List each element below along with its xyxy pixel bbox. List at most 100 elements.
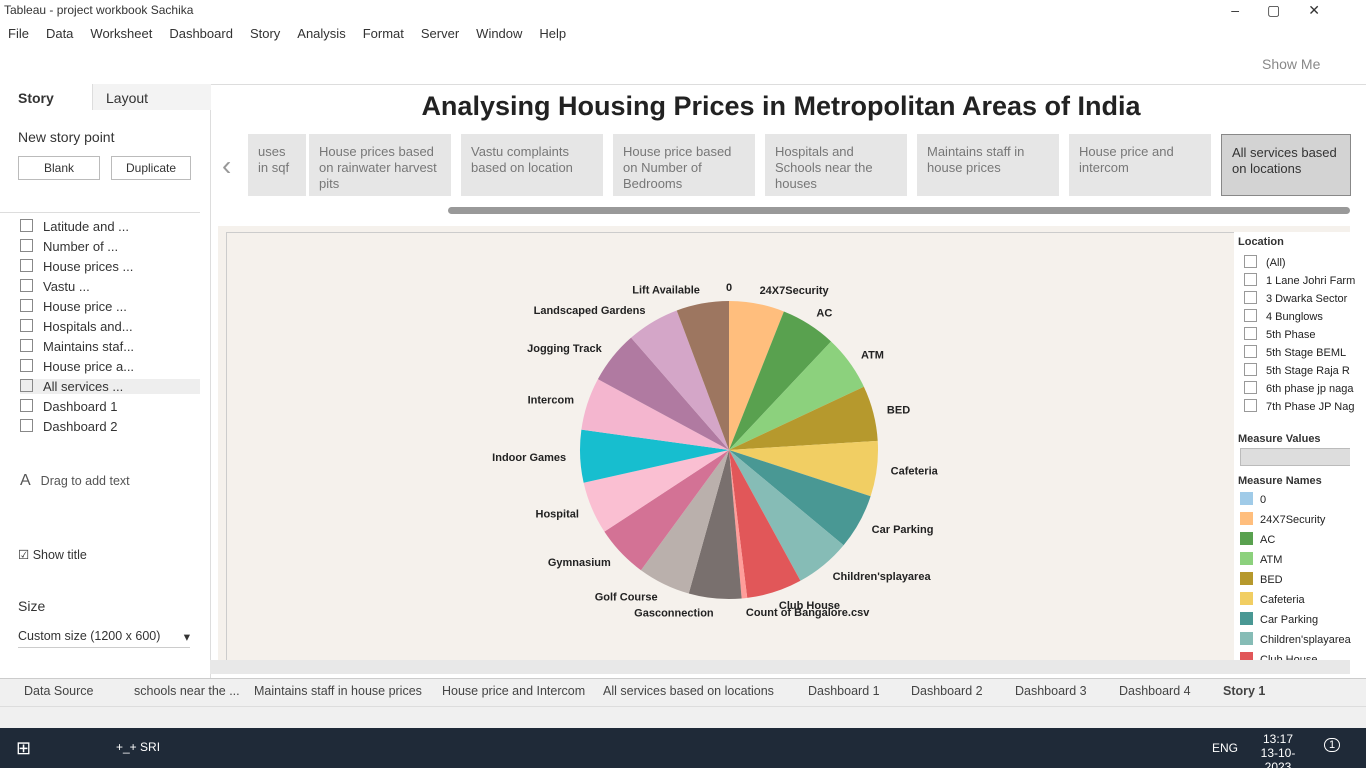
button[interactable]: Blank bbox=[18, 156, 100, 180]
location-filter[interactable]: 5th Stage BEML bbox=[1244, 345, 1346, 359]
prev-arrow[interactable]: ‹ bbox=[222, 150, 232, 181]
drag-text[interactable]: A Drag to add text bbox=[20, 472, 130, 489]
location-filter[interactable]: 7th Phase JP Nag bbox=[1244, 399, 1354, 413]
slice-label: 0 bbox=[726, 282, 732, 294]
user: +_+ SRI bbox=[116, 740, 161, 754]
pie-slice bbox=[729, 450, 871, 546]
show-title[interactable]: ☑ Show title bbox=[18, 548, 87, 562]
sheet-item[interactable]: House price ... bbox=[20, 299, 127, 314]
sheet-item[interactable]: Number of ... bbox=[20, 239, 118, 254]
story-point[interactable]: House prices based on rainwater harvest … bbox=[309, 134, 451, 196]
sheet-item[interactable]: Latitude and ... bbox=[20, 219, 129, 234]
slice-label: Gasconnection bbox=[634, 607, 714, 619]
taskbar: ⊞ +_+ SRI ENG 13:17 13-10-2023 1 bbox=[0, 728, 1366, 774]
legend-label: Car Parking bbox=[1260, 614, 1319, 626]
notifications[interactable]: 1 bbox=[1324, 738, 1341, 752]
heading: New story point bbox=[18, 129, 115, 145]
sheet-item[interactable]: House price a... bbox=[20, 359, 134, 374]
sheet-tab[interactable]: Data Source bbox=[24, 684, 94, 698]
sheet-tab[interactable]: House price and Intercom bbox=[442, 684, 586, 698]
show-me[interactable]: Show Me bbox=[1262, 56, 1321, 72]
slice-label: Indoor Games bbox=[492, 452, 566, 464]
sheet-item[interactable]: Dashboard 1 bbox=[20, 399, 117, 414]
window-title: Tableau - project workbook Sachika bbox=[4, 3, 194, 17]
heading: Size bbox=[18, 598, 46, 614]
sheet-item[interactable]: Dashboard 2 bbox=[20, 419, 117, 434]
start-button[interactable]: ⊞ bbox=[16, 738, 32, 758]
legend-title: Measure Values bbox=[1238, 433, 1321, 445]
window-controls[interactable]: –▢✕ bbox=[1231, 2, 1348, 18]
size-dropdown[interactable]: Custom size (1200 x 600) ▾ bbox=[18, 629, 190, 648]
menu-item[interactable]: Worksheet bbox=[90, 26, 153, 41]
legend-entry[interactable]: BED bbox=[1240, 572, 1283, 586]
button[interactable]: Duplicate bbox=[111, 156, 191, 180]
menu-bar: File Data Worksheet Dashboard Story Analysis F… bbox=[8, 26, 583, 41]
location-filter[interactable]: 6th phase jp naga bbox=[1244, 381, 1353, 395]
story-point[interactable]: All services based on locations bbox=[1221, 134, 1351, 196]
h-scrollbar[interactable] bbox=[210, 660, 1350, 674]
location-label: 7th Phase JP Nag bbox=[1266, 401, 1355, 413]
tab[interactable]: Story bbox=[18, 90, 54, 106]
legend-title: Location bbox=[1238, 236, 1284, 248]
legend-entry[interactable]: 24X7Security bbox=[1240, 512, 1325, 526]
story-point[interactable]: Hospitals and Schools near the houses bbox=[765, 134, 907, 196]
legend-label: 0 bbox=[1260, 494, 1267, 506]
sheet-item[interactable]: All services ... bbox=[20, 379, 200, 394]
legend-entry[interactable]: AC bbox=[1240, 532, 1275, 546]
story-point[interactable]: House price based on Number of Bedrooms bbox=[613, 134, 755, 196]
sheet-tab[interactable]: Dashboard 3 bbox=[1015, 684, 1087, 698]
sheet-tab[interactable]: Story 1 bbox=[1223, 684, 1266, 698]
legend-title: Measure Names bbox=[1238, 475, 1322, 487]
location-filter[interactable]: 5th Phase bbox=[1244, 327, 1316, 341]
pie-slice bbox=[729, 341, 864, 450]
pie-slice bbox=[729, 450, 748, 599]
location-filter[interactable]: 1 Lane Johri Farm bbox=[1244, 273, 1355, 287]
sheet-item[interactable]: House prices ... bbox=[20, 259, 133, 274]
legend-entry[interactable]: 0 bbox=[1240, 492, 1266, 506]
sheet-tab[interactable]: All services based on locations bbox=[603, 684, 774, 698]
location-filter[interactable]: (All) bbox=[1244, 255, 1286, 269]
slice-label: Intercom bbox=[528, 394, 575, 406]
story-point[interactable]: Maintains staff in house prices bbox=[917, 134, 1059, 196]
location-label: (All) bbox=[1266, 257, 1286, 269]
pie-chart: 0 24X7Security AC ATM BED Cafeteria Car Parkin… bbox=[492, 282, 938, 619]
story-point[interactable]: House price and intercom bbox=[1069, 134, 1211, 196]
tab[interactable]: Layout bbox=[106, 90, 149, 106]
menu-item[interactable]: Format bbox=[362, 26, 404, 41]
legend-label: ATM bbox=[1260, 554, 1283, 566]
menu-item[interactable]: Dashboard bbox=[169, 26, 233, 41]
story-title: Analysing Housing Prices in Metropolitan… bbox=[421, 91, 1141, 121]
slice-label: Gymnasium bbox=[548, 557, 611, 569]
pie-slice bbox=[688, 450, 742, 599]
legend-entry[interactable]: Cafeteria bbox=[1240, 592, 1305, 606]
menu-item[interactable]: Data bbox=[45, 26, 74, 41]
menu-item[interactable]: File bbox=[8, 26, 29, 41]
status-bar bbox=[0, 706, 1366, 729]
sheet-item[interactable]: Hospitals and... bbox=[20, 319, 133, 334]
menu-item[interactable]: Story bbox=[249, 26, 281, 41]
pie-slice bbox=[729, 450, 844, 581]
sheet-item[interactable]: Maintains staf... bbox=[20, 339, 134, 354]
sheet-tab[interactable]: Maintains staff in house prices bbox=[254, 684, 422, 698]
slice-label: Children'splayarea bbox=[833, 571, 932, 583]
menu-item[interactable]: Analysis bbox=[297, 26, 346, 41]
legend-entry[interactable]: ATM bbox=[1240, 552, 1282, 566]
story-point[interactable]: Vastu complaints based on location bbox=[461, 134, 603, 196]
location-filter[interactable]: 5th Stage Raja R bbox=[1244, 363, 1350, 377]
location-label: 5th Phase bbox=[1266, 329, 1316, 341]
slice-label: Hospital bbox=[536, 509, 579, 521]
sheet-tab[interactable]: Dashboard 2 bbox=[911, 684, 983, 698]
legend-entry[interactable]: Car Parking bbox=[1240, 612, 1318, 626]
location-filter[interactable]: 4 Bunglows bbox=[1244, 309, 1323, 323]
scrollbar[interactable] bbox=[448, 207, 1350, 214]
story-point[interactable]: uses in sqf bbox=[248, 134, 306, 196]
menu-item[interactable]: Help bbox=[539, 26, 567, 41]
menu-item[interactable]: Server bbox=[420, 26, 460, 41]
sheet-item[interactable]: Vastu ... bbox=[20, 279, 90, 294]
sheet-tab[interactable]: Dashboard 1 bbox=[808, 684, 880, 698]
legend-entry[interactable]: Children'splayarea bbox=[1240, 632, 1351, 646]
sheet-tab[interactable]: Dashboard 4 bbox=[1119, 684, 1191, 698]
sheet-tab[interactable]: schools near the ... bbox=[134, 684, 240, 698]
menu-item[interactable]: Window bbox=[476, 26, 523, 41]
location-filter[interactable]: 3 Dwarka Sector bbox=[1244, 291, 1347, 305]
